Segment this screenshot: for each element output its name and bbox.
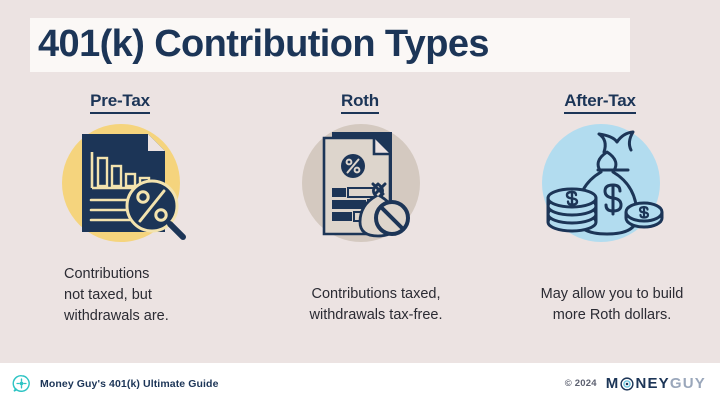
column-pre-tax: Pre-Tax	[0, 88, 240, 346]
column-body-roth: Contributions taxed, withdrawals tax-fre…	[240, 284, 496, 326]
footer-bar: Money Guy's 401(k) Ultimate Guide © 2024…	[0, 363, 720, 404]
columns-container: Pre-Tax	[0, 88, 720, 346]
copyright-text: © 2024	[564, 378, 597, 389]
moneyguy-logo[interactable]: M NEY GUY	[606, 375, 706, 392]
column-body-pre-tax: Contributions not taxed, but withdrawals…	[0, 264, 304, 327]
body-line: Contributions taxed,	[311, 286, 441, 302]
teal-plus-bubble-icon	[12, 375, 30, 392]
logo-m-letter: M	[605, 375, 620, 392]
logo-money-part: M NEY	[606, 375, 670, 392]
document-percent-money-bag-prohibited-icon	[322, 132, 410, 238]
body-line: not taxed, but	[64, 287, 152, 303]
footer-brand-area: © 2024 M NEY GUY	[565, 375, 706, 392]
icon-zone-after-tax	[480, 118, 720, 248]
column-header-after-tax: After-Tax	[480, 91, 720, 114]
column-header-roth: Roth	[240, 91, 480, 114]
logo-guy-part: GUY	[669, 375, 706, 392]
title-highlight-band	[30, 18, 630, 72]
body-line: Contributions	[64, 266, 150, 282]
page-title: 401(k) Contribution Types	[38, 23, 489, 65]
body-line: May allow you to build	[540, 286, 684, 302]
column-header-label: Pre-Tax	[90, 91, 150, 114]
footer-guide-label: Money Guy's 401(k) Ultimate Guide	[40, 377, 219, 390]
column-header-pre-tax: Pre-Tax	[0, 91, 240, 114]
target-eye-o-icon	[620, 376, 635, 391]
footer-guide-link[interactable]: Money Guy's 401(k) Ultimate Guide	[12, 374, 219, 393]
logo-ney-letters: NEY	[635, 375, 670, 392]
icon-zone-roth	[240, 118, 480, 248]
body-line: more Roth dollars.	[552, 307, 672, 323]
money-bag-coins-icon	[546, 130, 664, 236]
column-after-tax: After-Tax	[480, 88, 720, 346]
icon-zone-pre-tax	[0, 118, 240, 248]
body-line: withdrawals are.	[64, 308, 169, 324]
column-body-after-tax: May allow you to build more Roth dollars…	[480, 284, 720, 326]
column-header-label: Roth	[341, 91, 379, 114]
title-area: 401(k) Contribution Types	[0, 14, 720, 76]
body-line: withdrawals tax-free.	[309, 307, 443, 323]
document-chart-magnifier-percent-icon	[82, 134, 186, 240]
column-roth: Roth	[240, 88, 480, 346]
column-header-label: After-Tax	[564, 91, 636, 114]
